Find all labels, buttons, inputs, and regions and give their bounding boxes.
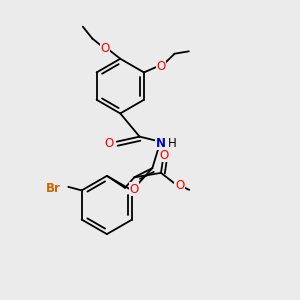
Text: O: O — [157, 60, 166, 73]
Text: O: O — [159, 148, 169, 162]
Text: Br: Br — [46, 182, 61, 195]
Text: O: O — [175, 179, 184, 192]
Text: H: H — [168, 137, 177, 150]
Text: O: O — [130, 183, 139, 196]
Text: N: N — [156, 137, 166, 150]
Text: O: O — [104, 137, 113, 150]
Text: O: O — [100, 43, 110, 56]
